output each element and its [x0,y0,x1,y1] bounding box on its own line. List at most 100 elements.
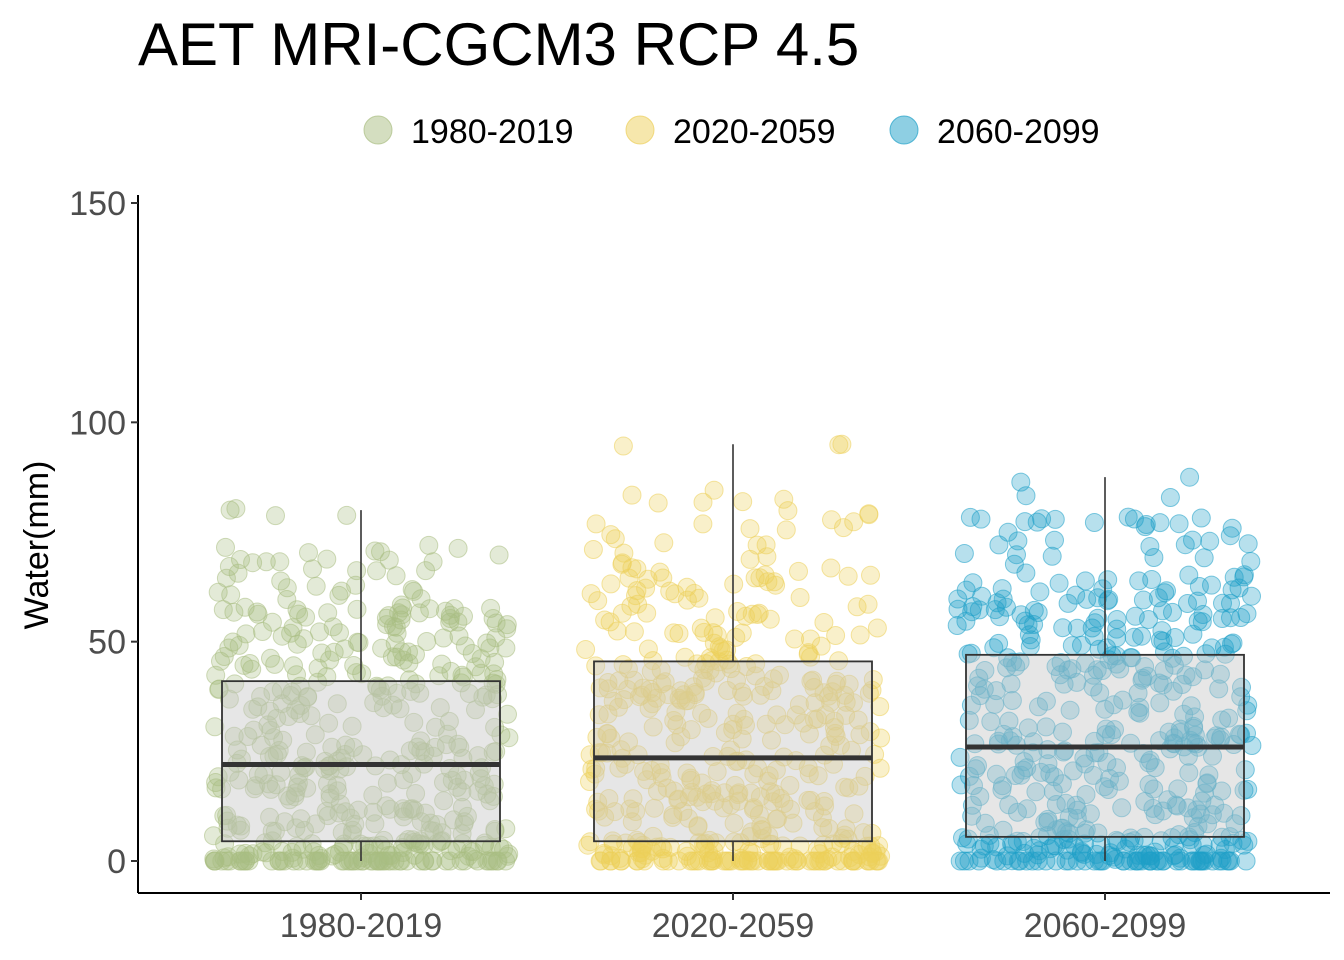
data-point [644,798,664,818]
data-point [650,562,670,582]
data-point [391,610,411,630]
data-point [379,606,399,626]
data-point [1194,548,1214,568]
x-tick-label: 1980-2019 [280,907,443,945]
data-point [498,846,518,866]
data-point [216,537,235,557]
data-point [626,586,645,606]
data-point [365,541,385,561]
data-point [954,544,974,563]
data-point [1007,545,1026,565]
data-point [960,766,979,786]
data-point [814,683,834,703]
data-point [701,851,721,871]
data-point [1133,590,1153,610]
data-point [598,679,618,699]
data-point [813,818,833,838]
data-point [1031,762,1051,782]
data-point [393,838,413,857]
data-point [1179,763,1199,783]
data-point [423,851,443,871]
data-point [294,629,314,649]
legend-label: 2060-2099 [937,113,1100,151]
chart-title: AET MRI-CGCM3 RCP 4.5 [138,11,859,78]
data-point [476,685,496,705]
data-point [293,839,313,859]
data-point [448,734,468,754]
data-point [1066,585,1086,605]
data-point [859,504,879,524]
data-point [1145,805,1165,825]
plot-area [204,434,1262,871]
data-point [824,711,844,731]
data-point [1104,695,1124,715]
data-point [1118,507,1138,527]
data-point [752,820,772,840]
data-point [436,735,456,755]
data-point [303,559,322,579]
data-point [664,623,684,643]
data-point [958,829,978,849]
data-point [452,824,472,844]
data-point [1167,851,1187,871]
data-point [405,832,425,852]
data-point [653,568,673,588]
data-point [728,602,748,621]
data-point [1042,546,1062,566]
data-point [1124,627,1144,647]
data-point [850,625,870,645]
data-point [262,821,282,841]
data-point [598,704,618,724]
data-point [693,514,713,534]
data-point [229,770,249,790]
data-point [732,682,752,702]
data-point [227,740,247,760]
data-point [262,612,282,632]
data-point [1017,851,1037,871]
data-point [740,519,760,539]
data-point [724,813,744,833]
data-point [622,812,642,832]
data-point [436,601,455,621]
data-point [681,768,701,788]
data-point [1109,771,1129,791]
data-point [836,819,856,839]
data-point [812,808,832,828]
data-point [226,499,246,519]
data-point [308,672,328,692]
data-point [801,671,821,691]
y-tick-label: 50 [88,624,126,662]
data-point [248,604,268,624]
data-point [367,561,386,581]
data-point [1220,526,1240,546]
data-point [664,711,684,730]
data-point [638,639,658,659]
data-point [850,725,870,745]
data-point [762,834,782,854]
data-point [228,563,248,583]
data-point [822,510,841,530]
y-tick-label: 0 [107,843,126,881]
data-point [1058,593,1078,613]
data-point [477,851,497,871]
data-point [462,644,482,663]
data-point [1047,820,1066,840]
data-point [611,851,631,871]
data-point [829,435,849,455]
data-point [622,485,642,505]
data-point [471,769,491,789]
y-tick-label: 150 [69,185,126,223]
data-point [860,847,880,867]
data-point [676,691,696,711]
data-point [455,636,475,656]
jitter-points [204,434,1262,871]
data-point [741,783,761,803]
data-point [638,569,658,589]
data-point [299,543,318,563]
data-point [452,665,472,685]
data-point [204,851,224,871]
data-point [291,809,311,829]
data-point [386,566,406,586]
data-point [1203,851,1223,871]
